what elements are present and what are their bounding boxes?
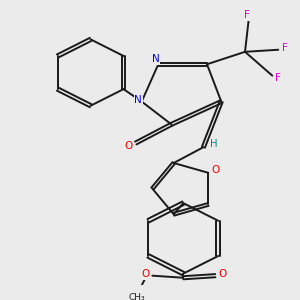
Text: F: F (282, 43, 287, 53)
Text: F: F (244, 10, 250, 20)
Text: N: N (134, 95, 142, 105)
Text: CH₃: CH₃ (128, 293, 145, 300)
Text: F: F (275, 73, 281, 83)
Text: O: O (218, 269, 226, 279)
Text: N: N (152, 54, 159, 64)
Text: O: O (211, 165, 220, 175)
Text: O: O (141, 269, 149, 279)
Text: O: O (124, 141, 133, 151)
Text: H: H (210, 139, 217, 149)
